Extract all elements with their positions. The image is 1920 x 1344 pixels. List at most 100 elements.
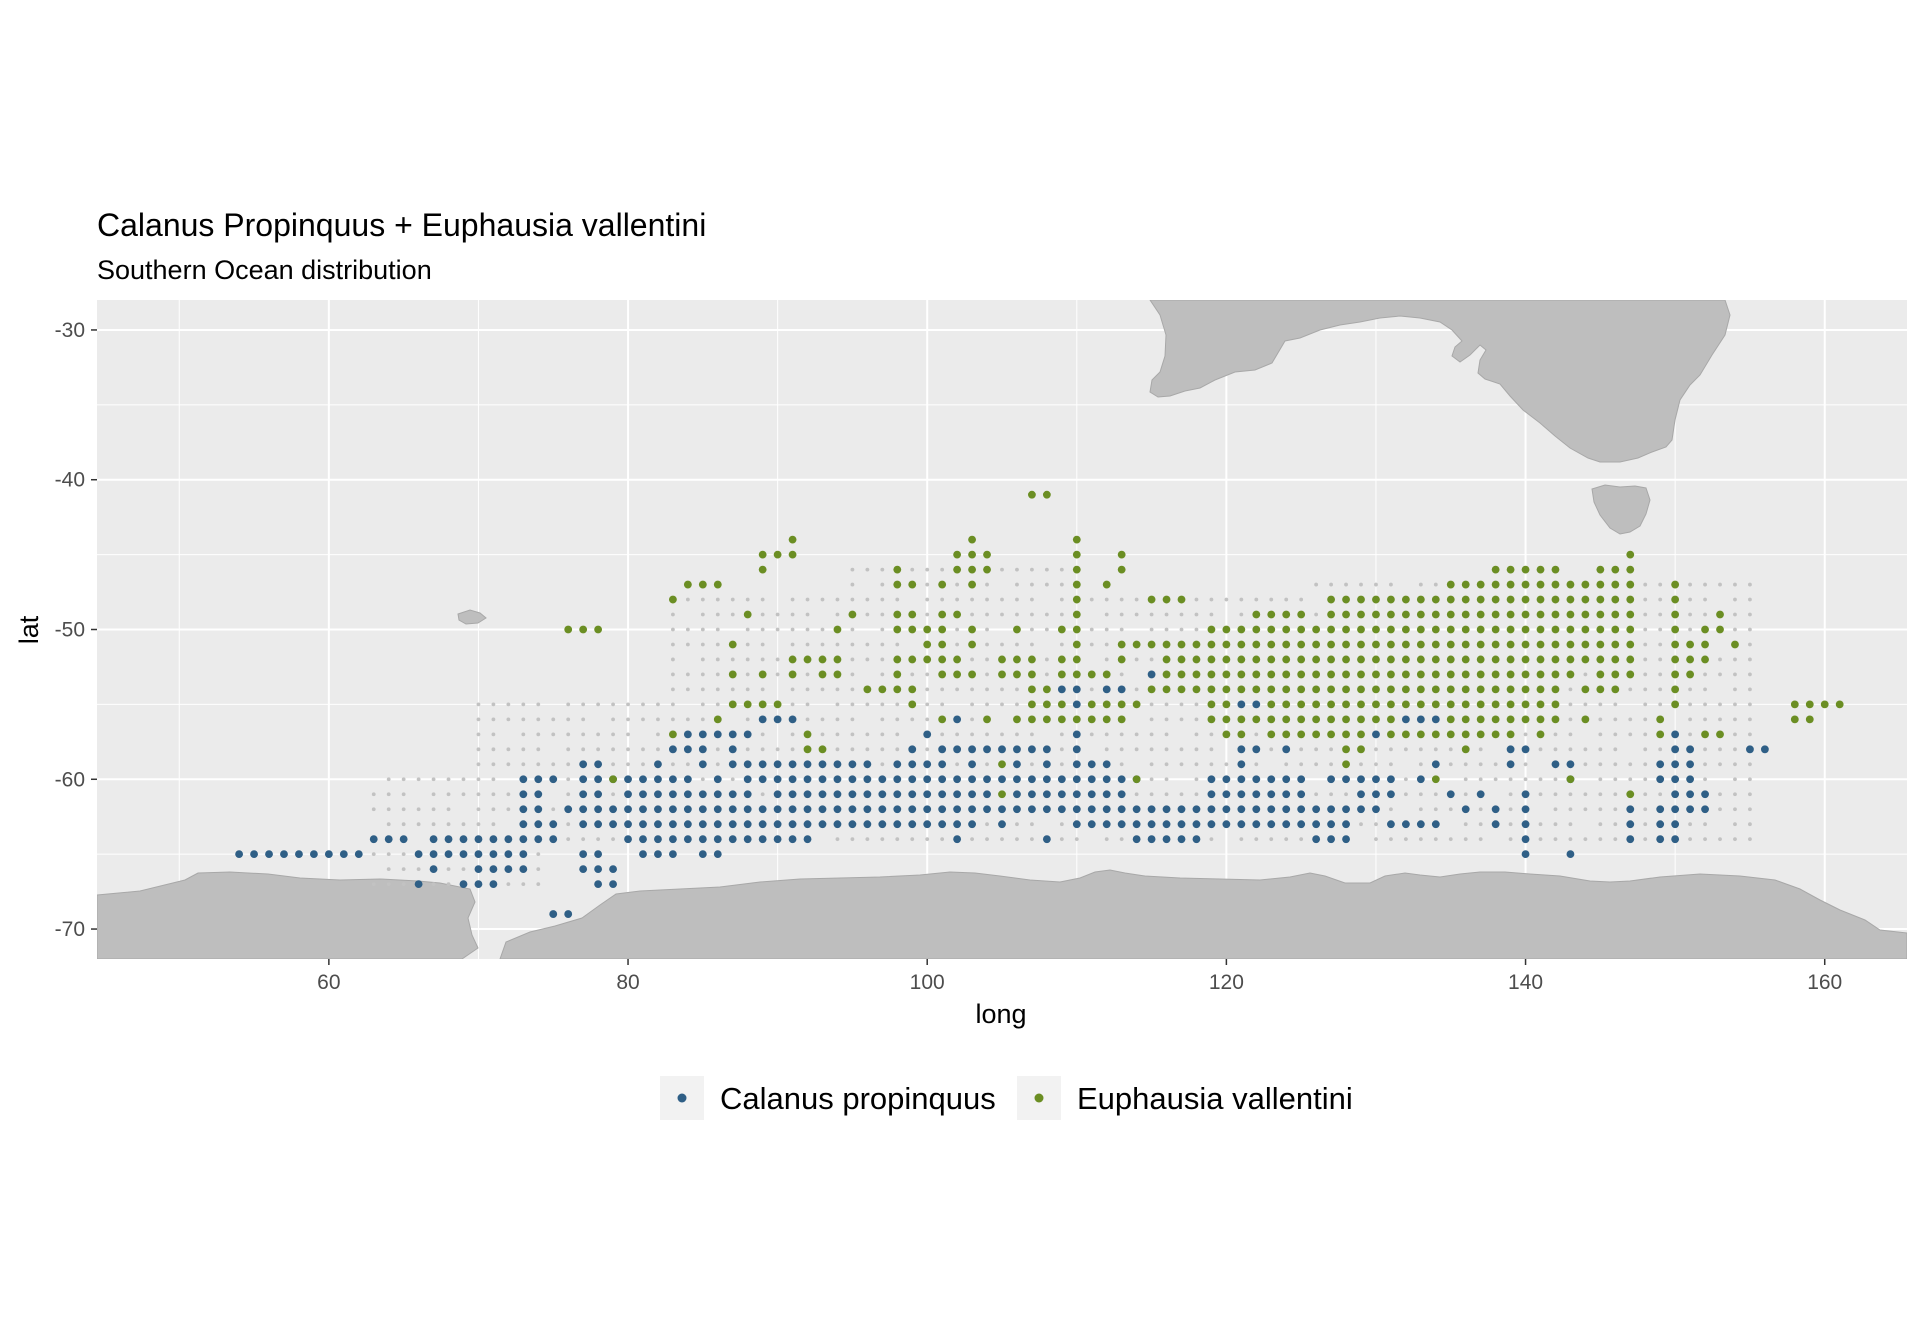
survey-point bbox=[1254, 597, 1259, 602]
euphausia-point bbox=[923, 625, 932, 634]
survey-point bbox=[955, 627, 960, 632]
euphausia-point bbox=[998, 670, 1006, 679]
calanus-point bbox=[1207, 790, 1216, 799]
calanus-point bbox=[893, 775, 902, 784]
survey-point bbox=[1598, 837, 1603, 842]
calanus-point bbox=[758, 805, 767, 814]
survey-point bbox=[1748, 582, 1752, 587]
survey-point bbox=[880, 732, 885, 737]
survey-point bbox=[1613, 747, 1618, 752]
survey-point bbox=[431, 777, 436, 782]
calanus-point bbox=[998, 805, 1006, 814]
survey-point bbox=[745, 672, 750, 677]
euphausia-point bbox=[1297, 625, 1306, 634]
euphausia-point bbox=[998, 760, 1006, 769]
euphausia-point bbox=[1312, 715, 1321, 724]
calanus-point bbox=[1401, 715, 1410, 724]
survey-point bbox=[1703, 597, 1707, 602]
euphausia-point bbox=[1671, 580, 1680, 589]
euphausia-point bbox=[1551, 685, 1560, 694]
calanus-point bbox=[728, 820, 737, 829]
euphausia-point bbox=[1207, 715, 1216, 724]
euphausia-point bbox=[1207, 625, 1216, 634]
euphausia-point bbox=[1162, 685, 1171, 694]
calanus-point bbox=[833, 820, 842, 829]
calanus-point bbox=[1297, 805, 1306, 814]
calanus-point bbox=[818, 790, 827, 799]
calanus-point bbox=[1342, 775, 1350, 784]
survey-point bbox=[536, 702, 541, 707]
calanus-point bbox=[1042, 790, 1051, 799]
euphausia-point bbox=[1042, 685, 1051, 694]
calanus-point bbox=[534, 835, 543, 844]
survey-point bbox=[1224, 762, 1229, 767]
calanus-point bbox=[848, 790, 857, 799]
survey-point bbox=[371, 807, 376, 812]
euphausia-point bbox=[1581, 685, 1590, 694]
survey-point bbox=[626, 747, 630, 752]
euphausia-point bbox=[1446, 700, 1455, 709]
calanus-point bbox=[474, 835, 483, 844]
euphausia-point bbox=[1536, 640, 1545, 649]
survey-point bbox=[1329, 792, 1333, 797]
calanus-point bbox=[474, 865, 483, 874]
euphausia-point bbox=[1491, 655, 1500, 664]
survey-point bbox=[1314, 582, 1319, 587]
survey-point bbox=[1643, 627, 1648, 632]
survey-point bbox=[985, 672, 989, 677]
calanus-point bbox=[1431, 820, 1440, 829]
calanus-point bbox=[908, 775, 917, 784]
euphausia-point bbox=[1431, 640, 1440, 649]
survey-point bbox=[476, 732, 481, 737]
survey-point bbox=[1568, 747, 1573, 752]
australia-landmass bbox=[1149, 300, 1731, 463]
calanus-point bbox=[1102, 820, 1111, 829]
calanus-point bbox=[459, 835, 468, 844]
euphausia-point bbox=[1701, 625, 1709, 634]
euphausia-point bbox=[1267, 610, 1276, 619]
survey-point bbox=[910, 567, 915, 572]
survey-point bbox=[461, 777, 466, 782]
euphausia-point bbox=[758, 565, 767, 574]
survey-point bbox=[1583, 762, 1588, 767]
calanus-point bbox=[1147, 670, 1156, 679]
survey-point bbox=[581, 747, 586, 752]
survey-point bbox=[805, 612, 810, 617]
survey-point bbox=[671, 612, 675, 617]
survey-point bbox=[1418, 807, 1423, 812]
calanus-point bbox=[1102, 805, 1111, 814]
survey-point bbox=[715, 597, 720, 602]
euphausia-point bbox=[1297, 715, 1306, 724]
survey-point bbox=[925, 702, 930, 707]
euphausia-point bbox=[1252, 715, 1261, 724]
euphausia-point bbox=[1028, 670, 1036, 679]
calanus-point bbox=[1372, 730, 1380, 739]
survey-point bbox=[1508, 807, 1513, 812]
survey-point bbox=[865, 837, 870, 842]
euphausia-point bbox=[1147, 685, 1156, 694]
calanus-point bbox=[983, 745, 991, 754]
calanus-point bbox=[1282, 775, 1291, 784]
legend-dot-calanus bbox=[677, 1093, 687, 1103]
survey-point bbox=[700, 777, 705, 782]
survey-point bbox=[476, 792, 481, 797]
calanus-point bbox=[1132, 835, 1141, 844]
survey-point bbox=[820, 597, 825, 602]
euphausia-point bbox=[968, 550, 976, 559]
calanus-point bbox=[474, 880, 483, 889]
euphausia-point bbox=[803, 655, 812, 664]
euphausia-point bbox=[1342, 760, 1350, 769]
survey-point bbox=[970, 837, 974, 842]
survey-point bbox=[1583, 792, 1588, 797]
legend-label-calanus: Calanus propinquus bbox=[720, 1081, 996, 1116]
calanus-point bbox=[250, 850, 258, 859]
calanus-point bbox=[1072, 775, 1081, 784]
euphausia-point bbox=[1566, 580, 1575, 589]
euphausia-point bbox=[893, 655, 902, 664]
survey-point bbox=[970, 702, 974, 707]
euphausia-point bbox=[1297, 655, 1306, 664]
euphausia-point bbox=[1327, 700, 1335, 709]
euphausia-point bbox=[564, 625, 573, 634]
calanus-point bbox=[1087, 820, 1096, 829]
survey-point bbox=[1254, 837, 1259, 842]
